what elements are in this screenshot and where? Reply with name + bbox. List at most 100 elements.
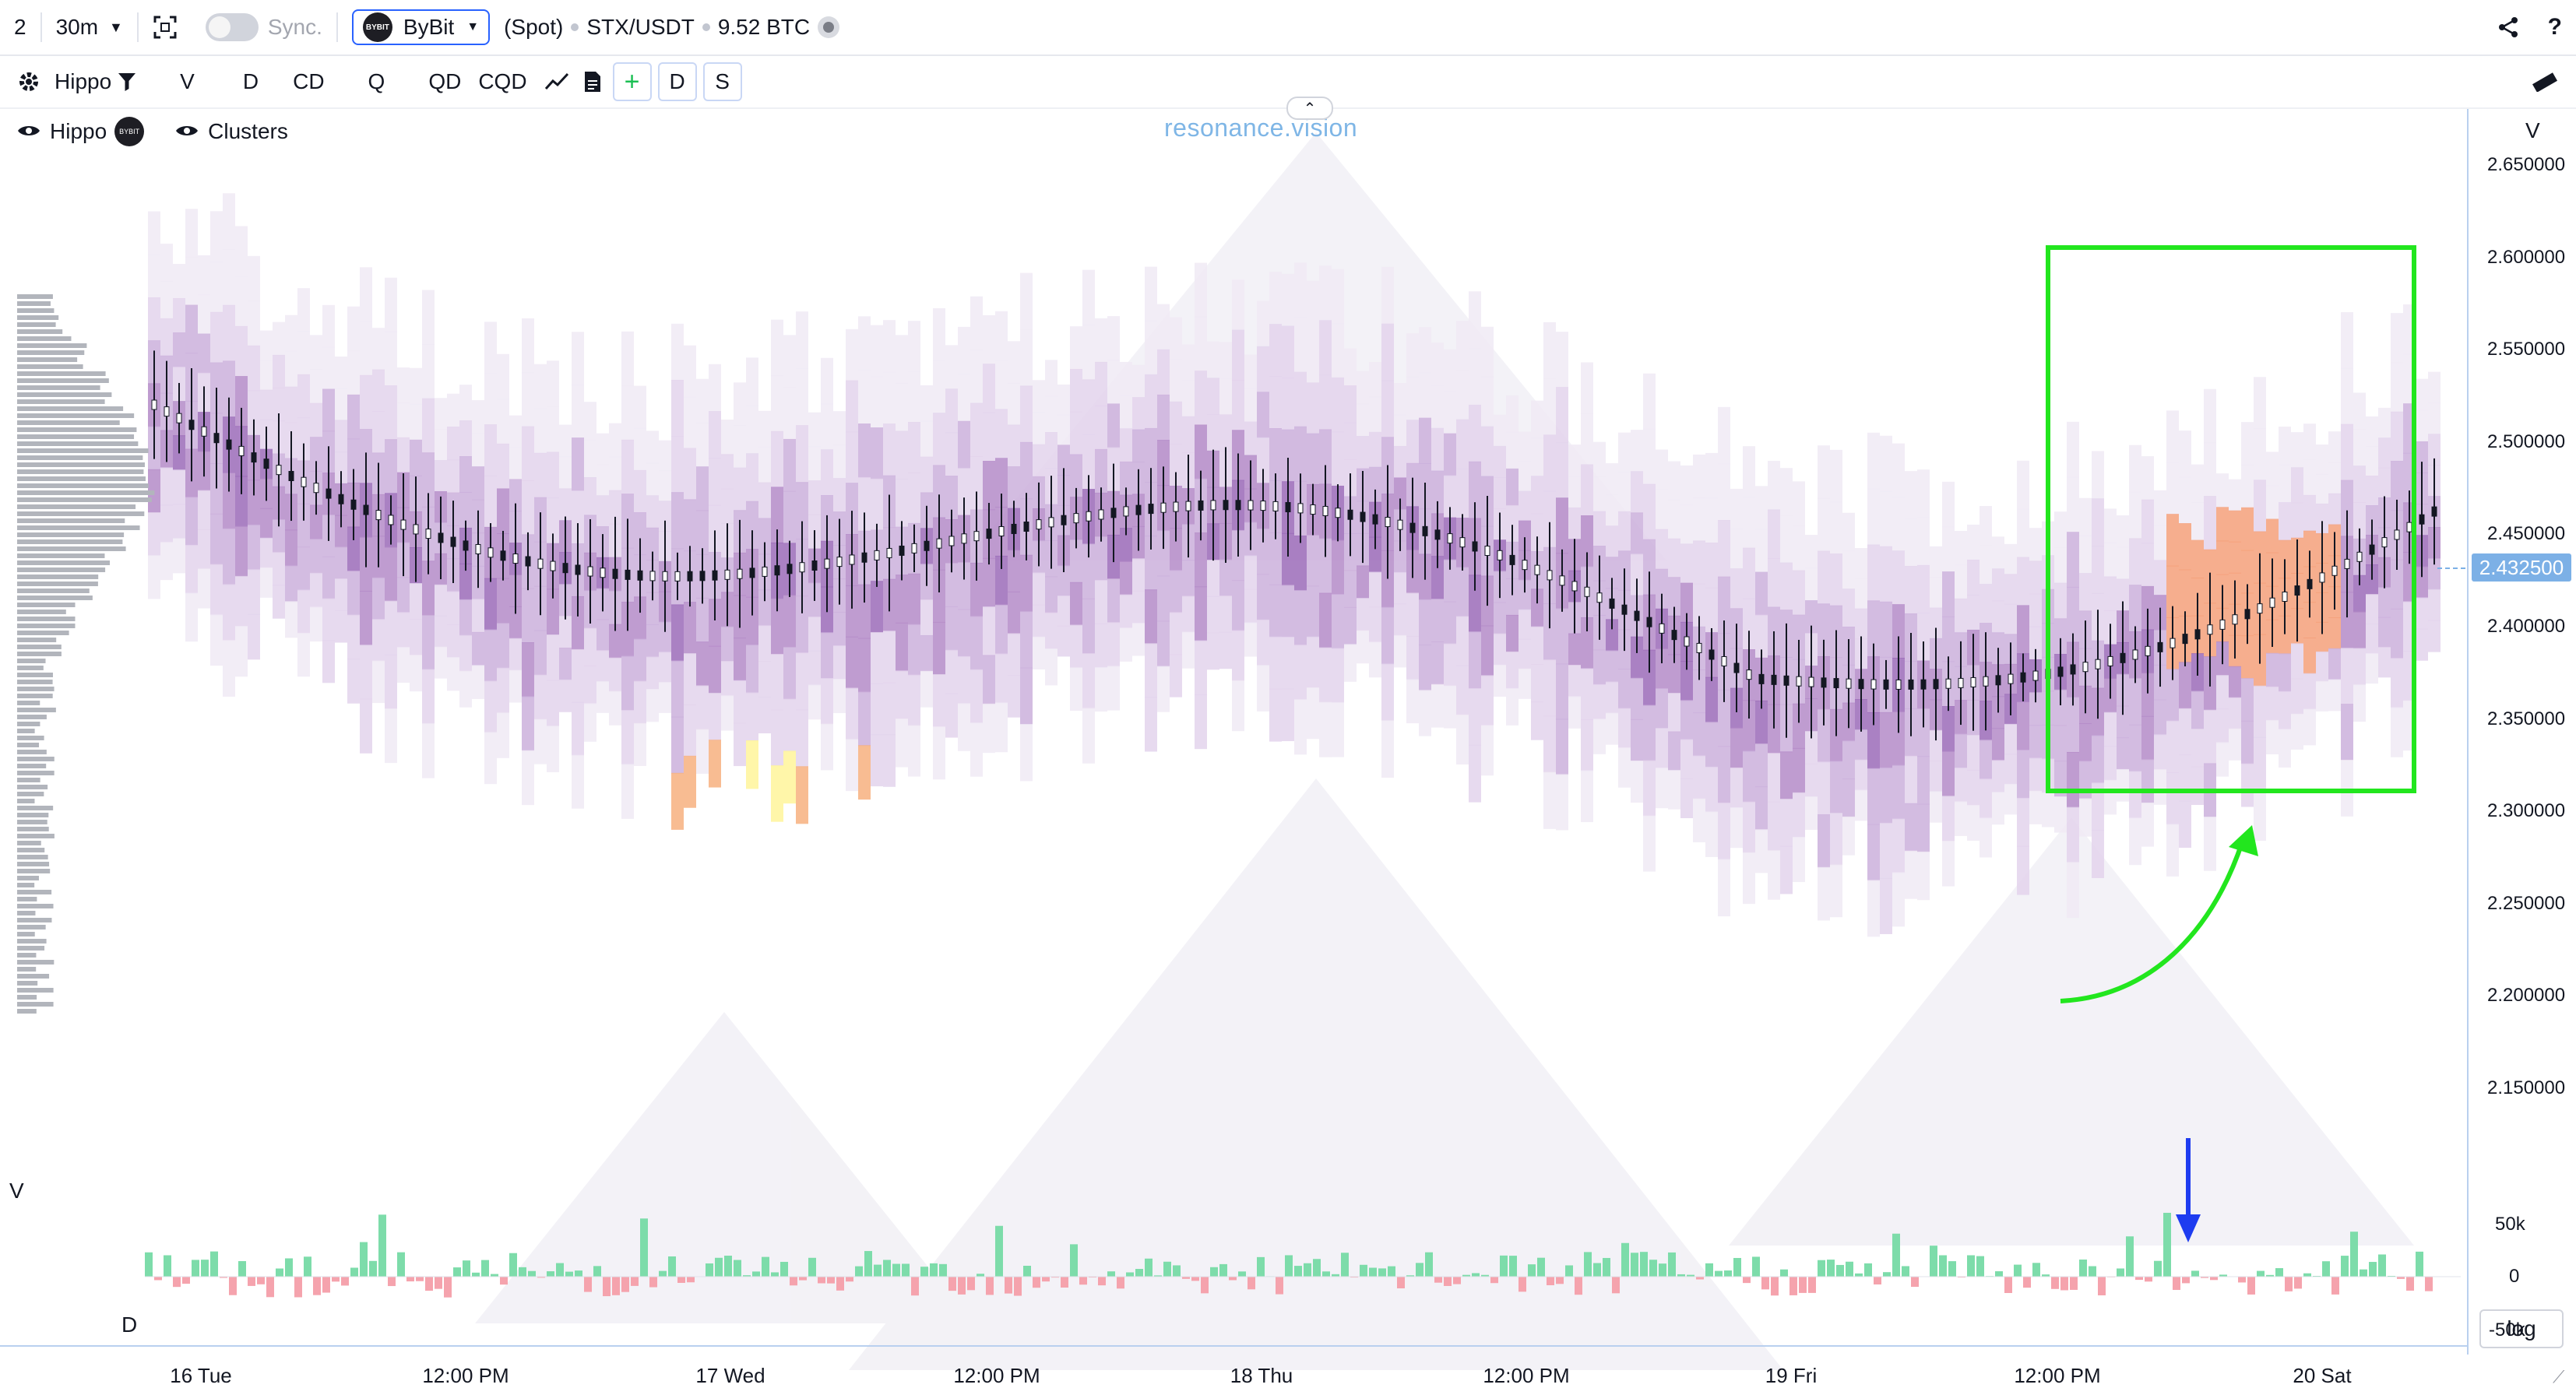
delta-bar bbox=[1322, 1271, 1330, 1277]
delta-bar bbox=[276, 1268, 283, 1277]
cluster-cell bbox=[1481, 625, 1494, 676]
cluster-cell bbox=[1107, 622, 1120, 666]
notes-button[interactable] bbox=[580, 56, 613, 107]
add-button[interactable]: + bbox=[613, 62, 652, 101]
cluster-cell bbox=[1980, 584, 1992, 624]
cluster-cell bbox=[621, 710, 634, 764]
interval-select[interactable]: 30m ▼ bbox=[42, 0, 137, 54]
legend-clusters-label[interactable]: Clusters bbox=[208, 119, 288, 144]
delta-bar bbox=[603, 1277, 611, 1296]
cluster-cell bbox=[684, 756, 696, 808]
delta-bar bbox=[322, 1277, 330, 1293]
d-button[interactable]: D bbox=[658, 62, 697, 101]
cluster-cell bbox=[1444, 350, 1456, 392]
price-axis[interactable] bbox=[2467, 109, 2576, 1355]
cluster-cell bbox=[1656, 728, 1668, 768]
cluster-cell bbox=[160, 318, 173, 357]
ruler-button[interactable] bbox=[2514, 56, 2576, 107]
legend-hippo-label[interactable]: Hippo bbox=[50, 119, 107, 144]
template-select[interactable]: Hippo bbox=[50, 56, 153, 107]
s-button[interactable]: S bbox=[703, 62, 742, 101]
delta-bar bbox=[1874, 1277, 1881, 1284]
sync-toggle[interactable]: Sync. bbox=[192, 0, 336, 54]
candle-body bbox=[1186, 501, 1191, 511]
share-button[interactable] bbox=[2483, 0, 2534, 54]
cluster-cell bbox=[933, 622, 945, 675]
delta-bar bbox=[2210, 1277, 2218, 1280]
cluster-cell bbox=[1431, 641, 1444, 685]
cluster-cell bbox=[646, 689, 659, 722]
eye-icon[interactable] bbox=[175, 119, 199, 144]
delta-bar bbox=[668, 1256, 676, 1277]
layout-count-button[interactable]: 2 bbox=[0, 0, 40, 54]
cluster-cell bbox=[584, 666, 596, 704]
cluster-cell bbox=[1282, 585, 1294, 638]
cluster-cell bbox=[1107, 316, 1120, 360]
delta-bar bbox=[248, 1277, 255, 1286]
profile-bar bbox=[17, 925, 46, 929]
cluster-cell bbox=[1519, 462, 1531, 492]
line-chart-button[interactable] bbox=[544, 56, 580, 107]
delta-bar bbox=[1930, 1246, 1937, 1277]
cluster-cell bbox=[1469, 631, 1481, 689]
cluster-chart[interactable] bbox=[0, 109, 2576, 1370]
fullscreen-button[interactable] bbox=[139, 0, 192, 54]
cluster-cell bbox=[2029, 757, 2042, 791]
candle-body bbox=[276, 466, 281, 475]
toolbar-item-d[interactable]: D bbox=[226, 56, 276, 107]
toolbar-item-cqd[interactable]: CQD bbox=[478, 56, 544, 107]
settings-button[interactable] bbox=[0, 56, 50, 107]
cluster-cell bbox=[2179, 801, 2191, 848]
cluster-cell bbox=[1593, 684, 1606, 719]
profile-bar bbox=[17, 946, 44, 950]
sync-switch[interactable] bbox=[206, 13, 259, 41]
price-label: 2.550000 bbox=[2487, 339, 2565, 360]
cluster-cell bbox=[671, 661, 684, 718]
cluster-cell bbox=[783, 647, 796, 700]
delta-bar bbox=[1780, 1270, 1788, 1277]
eye-icon[interactable] bbox=[17, 119, 40, 144]
cluster-cell bbox=[684, 653, 696, 705]
toolbar-item-cd[interactable]: CD bbox=[276, 56, 341, 107]
cluster-cell bbox=[497, 623, 509, 669]
candle-body bbox=[2058, 667, 2063, 676]
resize-icon[interactable]: ⟋ bbox=[2553, 1367, 2564, 1387]
toolbar-item-q[interactable]: Q bbox=[351, 56, 403, 107]
cluster-cell bbox=[2067, 422, 2079, 478]
cluster-cell bbox=[883, 631, 896, 683]
cluster-cell bbox=[1195, 371, 1207, 425]
help-button[interactable]: ? bbox=[2534, 0, 2576, 54]
delta-bar bbox=[1014, 1277, 1022, 1296]
cluster-cell bbox=[397, 367, 410, 403]
candle-body bbox=[762, 567, 767, 576]
toolbar-item-v[interactable]: V bbox=[163, 56, 212, 107]
cluster-cell bbox=[684, 397, 696, 449]
toolbar-item-qd[interactable]: QD bbox=[411, 56, 478, 107]
profile-bar bbox=[17, 848, 44, 852]
cluster-cell bbox=[2216, 473, 2229, 508]
delta-bar bbox=[547, 1271, 554, 1277]
profile-bar bbox=[17, 617, 75, 621]
candle-body bbox=[1049, 518, 1054, 527]
cluster-cell bbox=[160, 281, 173, 319]
delta-bar bbox=[1444, 1277, 1452, 1286]
symbol-info[interactable]: (Spot) STX/USDT 9.52 BTC bbox=[504, 0, 853, 54]
cluster-cell bbox=[871, 632, 883, 684]
collapse-toolbar-button[interactable]: ⌃ bbox=[1286, 97, 1333, 120]
cluster-cell bbox=[2117, 737, 2129, 770]
cluster-cell bbox=[1294, 536, 1307, 591]
profile-bar bbox=[17, 610, 66, 614]
log-scale-button[interactable]: log bbox=[2479, 1309, 2564, 1348]
cluster-cell bbox=[173, 469, 185, 504]
cluster-cell bbox=[1406, 592, 1419, 637]
cluster-cell bbox=[1967, 525, 1980, 560]
cluster-cell bbox=[2416, 629, 2428, 661]
exchange-select[interactable]: BYBIT ByBit ▼ bbox=[352, 9, 490, 45]
profile-bar bbox=[17, 462, 145, 467]
cluster-cell bbox=[1930, 577, 1942, 608]
cluster-cell bbox=[933, 674, 945, 727]
cluster-cell bbox=[2229, 729, 2241, 761]
candle-body bbox=[1921, 680, 1926, 689]
delta-bar bbox=[2322, 1261, 2330, 1277]
profile-bar bbox=[17, 904, 54, 908]
